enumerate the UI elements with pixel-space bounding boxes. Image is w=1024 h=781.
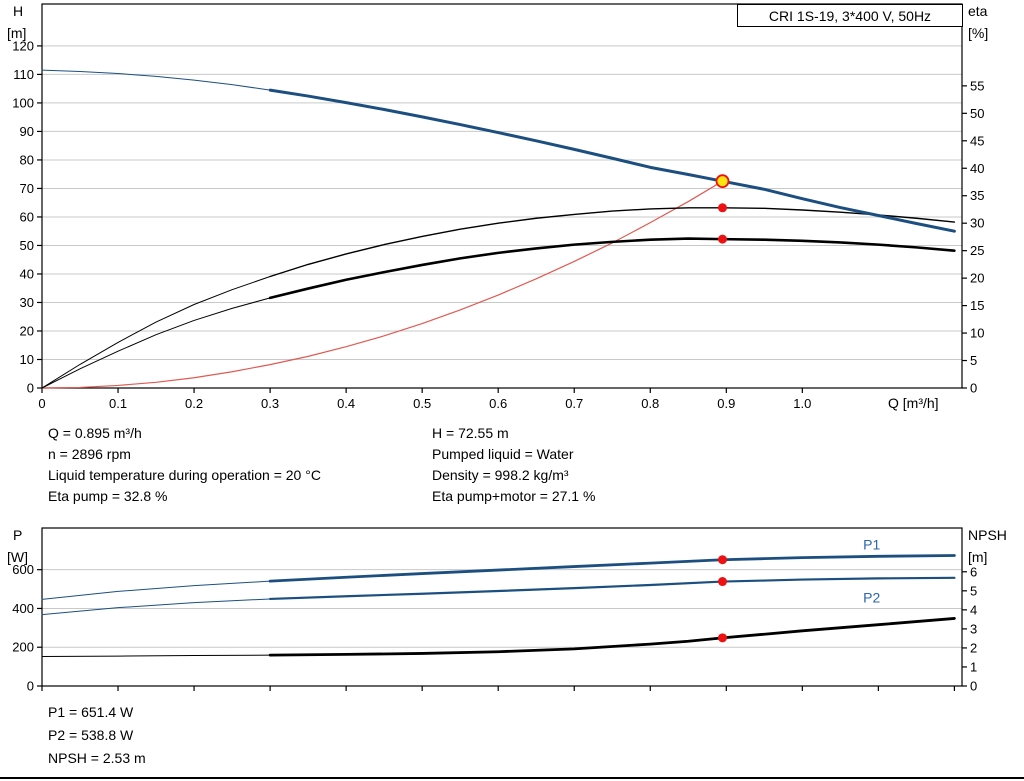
info-line-liquid: Pumped liquid = Water <box>432 446 574 462</box>
svg-text:0.4: 0.4 <box>337 396 355 411</box>
svg-text:0.9: 0.9 <box>717 396 735 411</box>
svg-text:15: 15 <box>970 298 984 313</box>
duty-dot-marker <box>717 577 727 587</box>
svg-text:50: 50 <box>20 238 34 253</box>
svg-text:100: 100 <box>12 95 34 110</box>
svg-text:P: P <box>13 527 22 543</box>
qh-eta-chart: 0 10 20 30 40 50 60 70 80 90 100 110 120 0 5 10 15 20 25 30… <box>7 3 988 411</box>
svg-text:0: 0 <box>38 396 45 411</box>
svg-text:3: 3 <box>970 621 977 636</box>
p1-power-curve-thin <box>41 580 271 600</box>
series-label-p2: P2 <box>863 590 880 606</box>
svg-text:45: 45 <box>970 133 984 148</box>
svg-text:110: 110 <box>13 67 34 82</box>
npsh-curve-thin <box>41 654 271 657</box>
svg-text:[%]: [%] <box>968 25 988 41</box>
duty-dot-marker <box>717 555 727 565</box>
p2-power-curve-thin <box>41 598 271 616</box>
svg-text:0: 0 <box>27 381 34 396</box>
svg-text:5: 5 <box>970 583 977 598</box>
eta-pump-plus-motor-curve-thin <box>41 297 271 389</box>
svg-text:50: 50 <box>970 106 984 121</box>
duty-dot-marker <box>717 633 727 643</box>
duty-point-info: Q = 0.895 m³/h n = 2896 rpm Liquid tempe… <box>48 423 595 507</box>
svg-text:5: 5 <box>970 353 977 368</box>
svg-text:10: 10 <box>970 326 984 341</box>
info-line-p2: P2 = 538.8 W <box>48 727 134 743</box>
svg-text:0.8: 0.8 <box>641 396 659 411</box>
pump-title-box: CRI 1S-19, 3*400 V, 50Hz <box>737 4 963 27</box>
svg-text:1: 1 <box>970 659 977 674</box>
svg-text:0.1: 0.1 <box>109 396 127 411</box>
eta-pump-curve-thin <box>41 275 271 389</box>
page-bottom-rule <box>0 777 1024 779</box>
svg-text:70: 70 <box>20 181 34 196</box>
svg-text:90: 90 <box>20 124 34 139</box>
info-line-speed: n = 2896 rpm <box>48 446 131 462</box>
duty-point-marker <box>715 174 730 189</box>
svg-text:[m]: [m] <box>968 549 987 565</box>
p1-power-curve <box>268 554 956 583</box>
svg-text:0: 0 <box>970 381 977 396</box>
svg-text:600: 600 <box>12 562 34 577</box>
svg-text:25: 25 <box>970 243 984 258</box>
svg-text:40: 40 <box>20 266 34 281</box>
svg-text:0: 0 <box>970 679 977 694</box>
svg-text:0.3: 0.3 <box>261 396 279 411</box>
svg-text:0.6: 0.6 <box>489 396 507 411</box>
series-label-p1: P1 <box>863 537 880 553</box>
svg-text:30: 30 <box>20 295 34 310</box>
svg-text:NPSH: NPSH <box>968 527 1007 543</box>
qh-pump-curve-curve-thin <box>41 69 271 91</box>
svg-text:Q [m³/h]: Q [m³/h] <box>888 395 939 411</box>
info-line-temperature: Liquid temperature during operation = 20… <box>48 467 321 483</box>
info-line-head: H = 72.55 m <box>432 425 509 441</box>
svg-text:60: 60 <box>20 209 34 224</box>
svg-text:80: 80 <box>20 152 34 167</box>
info-line-npsh: NPSH = 2.53 m <box>48 750 146 766</box>
svg-text:4: 4 <box>970 602 977 617</box>
info-line-p1: P1 = 651.4 W <box>48 704 134 720</box>
svg-text:120: 120 <box>12 38 34 53</box>
duty-dot-marker <box>717 234 727 244</box>
p2-power-curve <box>269 576 956 601</box>
svg-text:0.2: 0.2 <box>185 396 203 411</box>
info-line-eta-total: Eta pump+motor = 27.1 % <box>432 488 596 504</box>
qh-pump-curve-curve <box>268 88 956 233</box>
svg-text:35: 35 <box>970 188 984 203</box>
svg-text:40: 40 <box>970 161 984 176</box>
svg-text:10: 10 <box>20 352 34 367</box>
svg-text:20: 20 <box>970 271 984 286</box>
eta-pump-plus-motor-curve <box>268 237 956 300</box>
svg-text:400: 400 <box>12 601 34 616</box>
duty-info-right-column: H = 72.55 m Pumped liquid = Water Densit… <box>432 423 595 507</box>
svg-text:0: 0 <box>27 679 34 694</box>
svg-text:200: 200 <box>12 640 34 655</box>
duty-info-left-column: Q = 0.895 m³/h n = 2896 rpm Liquid tempe… <box>48 423 432 507</box>
svg-text:6: 6 <box>970 564 977 579</box>
info-line-density: Density = 998.2 kg/m³ <box>432 467 569 483</box>
power-npsh-chart: 0 200 400 600 0 1 2 3 4 5 6 P [W] NPSH [m] P1 P2 <box>7 527 1007 694</box>
eta-pump-curve <box>269 207 956 278</box>
svg-text:55: 55 <box>970 78 984 93</box>
info-line-flow: Q = 0.895 m³/h <box>48 425 142 441</box>
svg-text:eta: eta <box>968 3 988 19</box>
svg-text:0.7: 0.7 <box>565 396 583 411</box>
system-duty-curve-curve <box>41 180 724 389</box>
svg-text:20: 20 <box>20 323 34 338</box>
svg-text:[m]: [m] <box>7 25 26 41</box>
npsh-curve <box>268 617 956 657</box>
power-npsh-info: P1 = 651.4 W P2 = 538.8 W NPSH = 2.53 m <box>48 701 146 770</box>
svg-text:30: 30 <box>970 216 984 231</box>
svg-text:H: H <box>13 3 23 19</box>
duty-dot-marker <box>717 203 727 213</box>
svg-text:[W]: [W] <box>7 549 28 565</box>
svg-text:1.0: 1.0 <box>793 396 811 411</box>
svg-text:0.5: 0.5 <box>413 396 431 411</box>
info-line-eta-pump: Eta pump = 32.8 % <box>48 488 168 504</box>
svg-text:2: 2 <box>970 640 977 655</box>
